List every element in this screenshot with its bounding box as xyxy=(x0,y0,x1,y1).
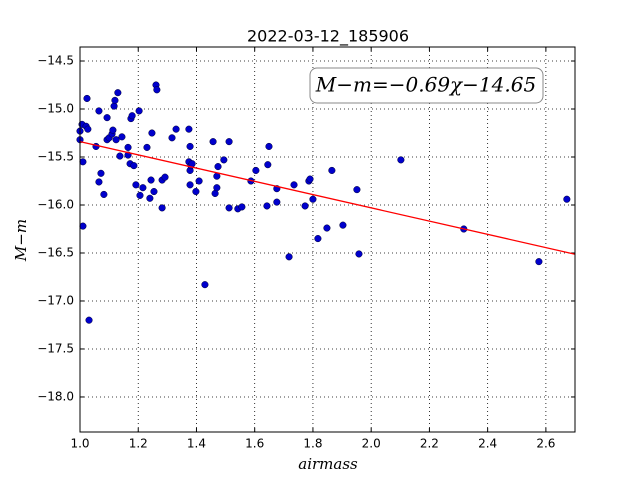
data-point xyxy=(238,203,246,211)
data-point xyxy=(214,163,222,171)
data-point xyxy=(79,158,87,166)
x-tick-label: 2.2 xyxy=(420,437,439,451)
data-point xyxy=(535,258,543,266)
y-tick-label: −16.5 xyxy=(37,245,74,259)
data-point xyxy=(114,89,122,97)
chart-title: 2022-03-12_185906 xyxy=(247,27,409,47)
data-point xyxy=(263,202,271,210)
data-point xyxy=(118,133,126,141)
data-point xyxy=(143,143,151,151)
data-point xyxy=(139,184,147,192)
data-point xyxy=(83,94,91,102)
data-point xyxy=(147,176,155,184)
data-point xyxy=(128,112,136,120)
data-point xyxy=(153,86,161,94)
data-point xyxy=(225,138,233,146)
data-point xyxy=(201,281,209,289)
data-point xyxy=(339,221,347,229)
x-tick-label: 1.2 xyxy=(129,437,148,451)
data-point xyxy=(161,173,169,181)
data-point xyxy=(209,138,217,146)
x-tick-label: 2.0 xyxy=(362,437,381,451)
plot-frame xyxy=(79,46,576,433)
data-point xyxy=(95,107,103,115)
data-point xyxy=(85,316,93,324)
y-tick-label: −18.0 xyxy=(37,389,74,403)
data-point xyxy=(116,152,124,160)
data-point xyxy=(135,107,143,115)
x-tick-label: 1.8 xyxy=(303,437,322,451)
data-point xyxy=(213,184,221,192)
data-point xyxy=(397,156,405,164)
data-point xyxy=(186,181,194,189)
data-point xyxy=(185,125,193,133)
x-tick-label: 2.6 xyxy=(536,437,555,451)
data-point xyxy=(95,178,103,186)
data-point xyxy=(195,177,203,185)
data-point xyxy=(265,142,273,150)
data-point xyxy=(563,195,571,203)
data-point xyxy=(264,161,272,169)
data-point xyxy=(314,235,322,243)
data-point xyxy=(252,166,260,174)
data-point xyxy=(353,186,361,194)
data-point xyxy=(192,188,200,196)
data-point xyxy=(136,191,144,199)
y-tick-label: −14.5 xyxy=(37,54,74,68)
y-tick-label: −16.0 xyxy=(37,197,74,211)
y-tick-label: −15.0 xyxy=(37,102,74,116)
data-point xyxy=(150,188,158,196)
data-point xyxy=(355,250,363,258)
data-point xyxy=(158,204,166,212)
y-tick-label: −17.0 xyxy=(37,293,74,307)
data-point xyxy=(168,134,176,142)
data-point xyxy=(306,175,314,183)
x-tick-label: 1.0 xyxy=(70,437,89,451)
x-axis-label: airmass xyxy=(298,455,358,473)
x-tick-label: 1.4 xyxy=(187,437,206,451)
data-point xyxy=(309,195,317,203)
y-axis-label: M−m xyxy=(12,219,30,262)
data-point xyxy=(97,169,105,177)
data-point xyxy=(323,224,331,232)
data-point xyxy=(148,129,156,137)
data-point xyxy=(112,136,120,144)
data-point xyxy=(301,202,309,210)
y-tick-label: −15.5 xyxy=(37,150,74,164)
data-point xyxy=(110,102,118,110)
data-point xyxy=(130,162,138,170)
data-point xyxy=(172,125,180,133)
data-point xyxy=(220,156,228,164)
data-point xyxy=(132,181,140,189)
fit-line xyxy=(79,141,576,255)
y-tick-label: −17.5 xyxy=(37,341,74,355)
annotation-box xyxy=(309,67,544,104)
data-point xyxy=(79,222,87,230)
data-point xyxy=(84,125,92,133)
data-point xyxy=(290,181,298,189)
data-point xyxy=(285,253,293,261)
data-point xyxy=(328,166,336,174)
data-point xyxy=(225,204,233,212)
data-point xyxy=(186,142,194,150)
data-point xyxy=(146,194,154,202)
data-point xyxy=(100,190,108,198)
data-point xyxy=(273,198,281,206)
data-point xyxy=(109,126,117,134)
data-point xyxy=(124,143,132,151)
data-point xyxy=(111,96,119,104)
fit-annotation: M−m=−0.69χ−14.65 xyxy=(315,73,536,97)
data-point xyxy=(103,114,111,122)
x-tick-label: 2.4 xyxy=(478,437,497,451)
x-tick-label: 1.6 xyxy=(245,437,264,451)
